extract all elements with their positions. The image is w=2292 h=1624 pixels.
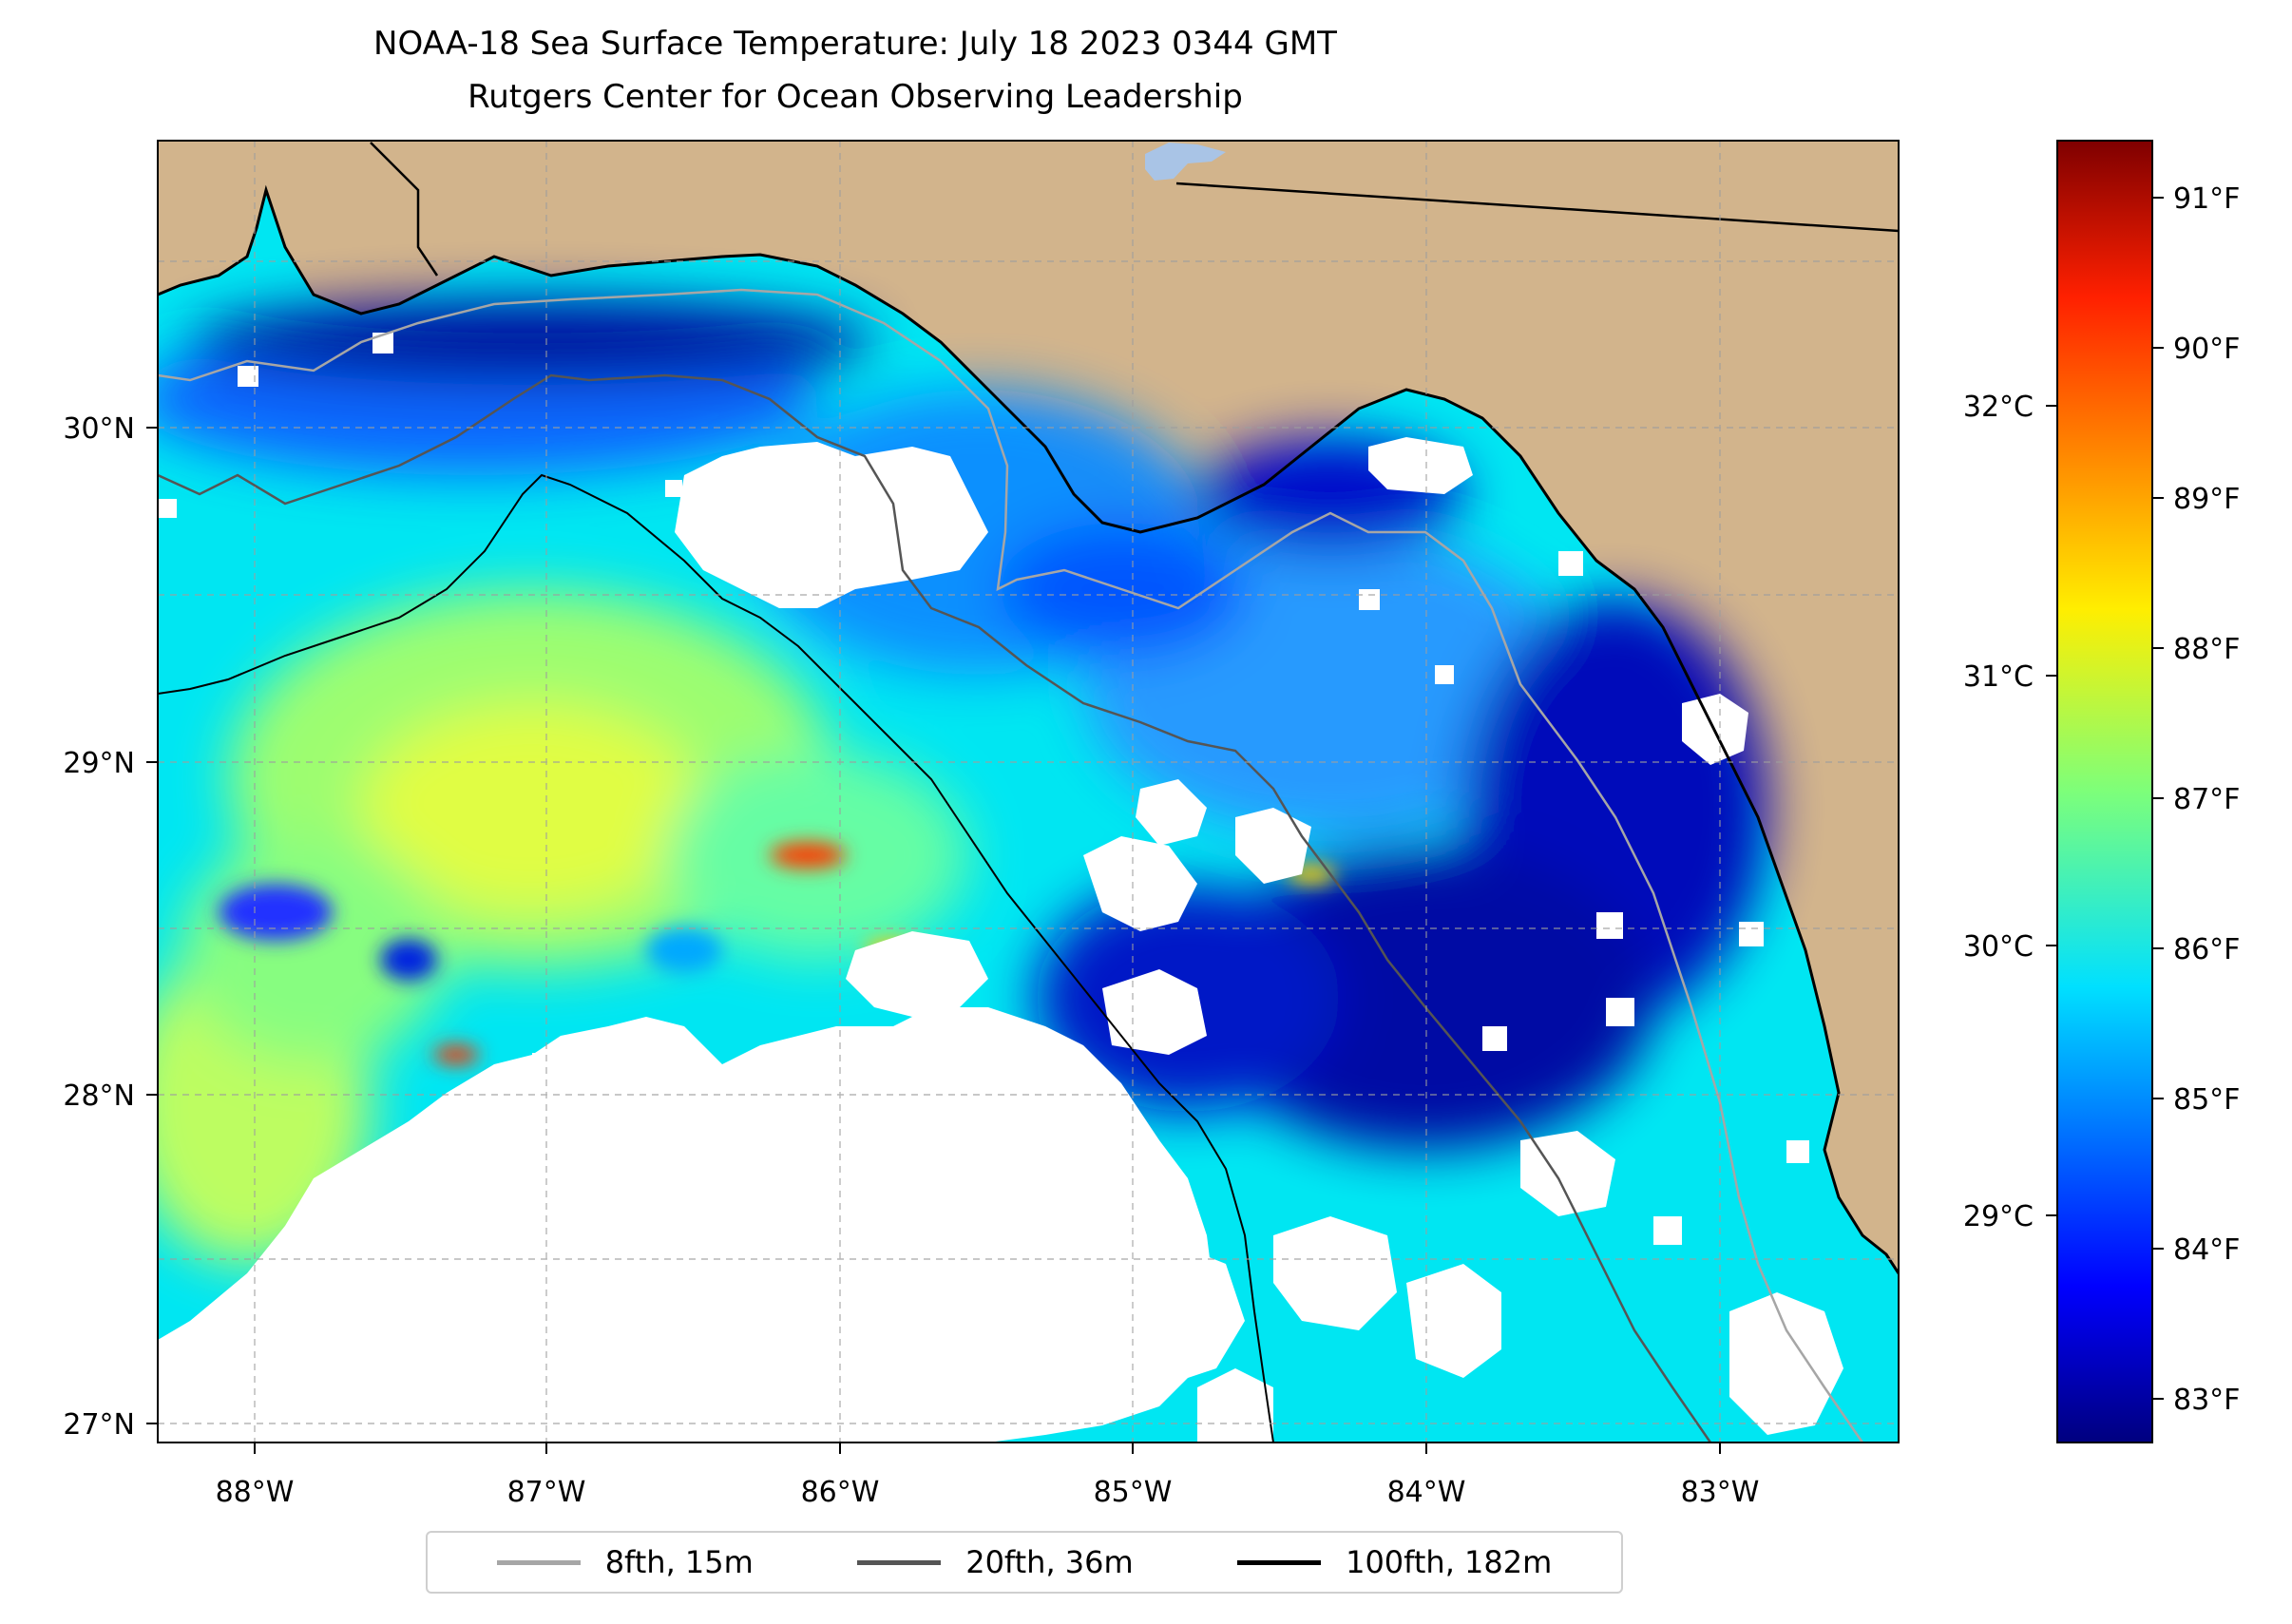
- lon-tick-83w: 83°W: [1681, 1476, 1760, 1509]
- lat-tick-30n: 30°N: [63, 412, 135, 446]
- colorbar-label-83f: 83°F: [2173, 1384, 2240, 1417]
- legend-item-20fth: 20fth, 36m: [857, 1544, 1134, 1580]
- colorbar-label-32c: 32°C: [1963, 391, 2034, 424]
- lon-tick-84w: 84°W: [1387, 1476, 1466, 1509]
- lon-tick-85w: 85°W: [1094, 1476, 1173, 1509]
- lon-tick-86w: 86°W: [801, 1476, 880, 1509]
- colorbar-label-85f: 85°F: [2173, 1083, 2240, 1117]
- coastline: [158, 184, 1899, 1274]
- legend-label-100fth: 100fth, 182m: [1346, 1544, 1553, 1580]
- legend-item-8fth: 8fth, 15m: [496, 1544, 754, 1580]
- lake-shape: [1145, 143, 1226, 181]
- isobath-20fth: [158, 373, 1712, 1442]
- legend-line-8fth: [496, 1559, 581, 1565]
- legend-line-20fth: [857, 1559, 942, 1565]
- colorbar-label-29c: 29°C: [1963, 1200, 2034, 1233]
- map-axis-ticks: [146, 427, 1721, 1454]
- colorbar-label-87f: 87°F: [2173, 783, 2240, 816]
- colorbar-label-89f: 89°F: [2173, 483, 2240, 516]
- map-title: NOAA-18 Sea Surface Temperature: July 18…: [373, 25, 1337, 63]
- colorbar-label-86f: 86°F: [2173, 933, 2240, 966]
- lat-tick-27n: 27°N: [63, 1408, 135, 1442]
- isobath-8fth: [158, 288, 1864, 1442]
- colorbar-label-31c: 31°C: [1963, 660, 2034, 694]
- map-gridlines: [158, 141, 1899, 1442]
- map-frame: [157, 140, 1900, 1443]
- lat-tick-29n: 29°N: [63, 747, 135, 780]
- map-subtitle: Rutgers Center for Ocean Observing Leade…: [468, 78, 1243, 116]
- colorbar-label-90f: 90°F: [2173, 333, 2240, 366]
- colorbar-label-30c: 30°C: [1963, 930, 2034, 964]
- isobath-legend: 8fth, 15m 20fth, 36m 100fth, 182m: [426, 1531, 1623, 1594]
- legend-label-8fth: 8fth, 15m: [604, 1544, 754, 1580]
- legend-line-100fth: [1237, 1559, 1322, 1565]
- colorbar-label-91f: 91°F: [2173, 182, 2240, 216]
- state-boundary-west: [370, 142, 439, 277]
- colorbar-ticks: [2046, 197, 2164, 1400]
- lat-tick-28n: 28°N: [63, 1079, 135, 1113]
- colorbar-label-84f: 84°F: [2173, 1233, 2240, 1267]
- lon-tick-87w: 87°W: [507, 1476, 586, 1509]
- isobath-100fth: [158, 473, 1274, 1442]
- colorbar: [2056, 140, 2153, 1443]
- no-data-cloud-regions: [158, 333, 1843, 1442]
- legend-label-20fth: 20fth, 36m: [965, 1544, 1134, 1580]
- lon-tick-88w: 88°W: [216, 1476, 295, 1509]
- legend-item-100fth: 100fth, 182m: [1237, 1544, 1552, 1580]
- colorbar-label-88f: 88°F: [2173, 633, 2240, 666]
- state-boundary-north: [1175, 182, 1899, 233]
